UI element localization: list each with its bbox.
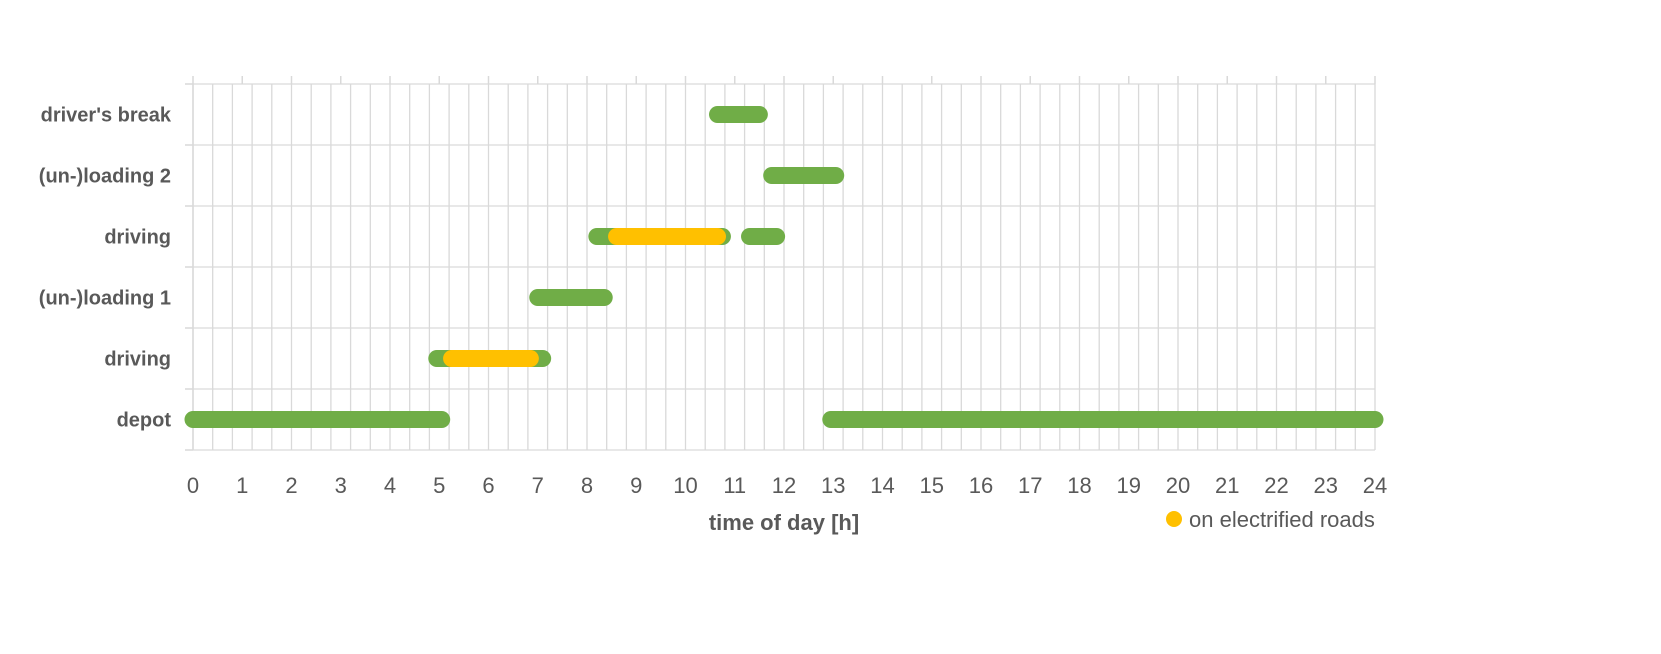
- x-tick-label: 8: [581, 473, 593, 498]
- category-labels: depot driving (un-)loading 1 driving (un-)lo…: [39, 105, 172, 432]
- x-tick-label: 17: [1018, 473, 1042, 498]
- legend-label-electrified: on electrified roads: [1189, 507, 1375, 532]
- x-tick-label: 4: [384, 473, 396, 498]
- x-tick-label: 11: [723, 473, 746, 498]
- x-tick-label: 19: [1117, 473, 1141, 498]
- category-label: driving: [104, 349, 171, 371]
- x-tick-label: 12: [772, 473, 796, 498]
- x-tick-label: 18: [1067, 473, 1091, 498]
- x-tick-label: 21: [1215, 473, 1239, 498]
- x-tick-label: 5: [433, 473, 445, 498]
- x-tick-label: 9: [630, 473, 642, 498]
- x-tick-label: 22: [1264, 473, 1288, 498]
- category-label: depot: [117, 410, 172, 432]
- x-tick-label: 13: [821, 473, 845, 498]
- x-tick-label: 7: [532, 473, 544, 498]
- category-label: driver's break: [41, 105, 172, 127]
- x-axis-title: time of day [h]: [709, 510, 859, 535]
- x-tick-label: 3: [335, 473, 347, 498]
- x-tick-label: 24: [1363, 473, 1387, 498]
- x-tick-label: 1: [236, 473, 248, 498]
- legend-swatch-electrified: [1166, 511, 1182, 527]
- x-tick-label: 16: [969, 473, 993, 498]
- x-tick-label: 2: [285, 473, 297, 498]
- x-tick-label: 20: [1166, 473, 1190, 498]
- x-tick-label: 14: [870, 473, 894, 498]
- x-tick-label: 0: [187, 473, 199, 498]
- bars-layer: [184, 106, 1384, 428]
- x-tick-labels: 0 1 2 3 4 5 6 7 8 9 10 11 12 13 14 15 16 17 18 19 20 21 22 23 24: [187, 473, 1387, 498]
- grid-lines: [185, 76, 1376, 451]
- x-tick-label: 6: [482, 473, 494, 498]
- category-label: (un-)loading 1: [39, 288, 171, 310]
- category-label: driving: [104, 227, 171, 249]
- category-label: (un-)loading 2: [39, 166, 171, 188]
- x-tick-label: 10: [673, 473, 697, 498]
- x-tick-label: 23: [1314, 473, 1338, 498]
- legend: on electrified roads: [1166, 507, 1375, 532]
- x-tick-label: 15: [920, 473, 944, 498]
